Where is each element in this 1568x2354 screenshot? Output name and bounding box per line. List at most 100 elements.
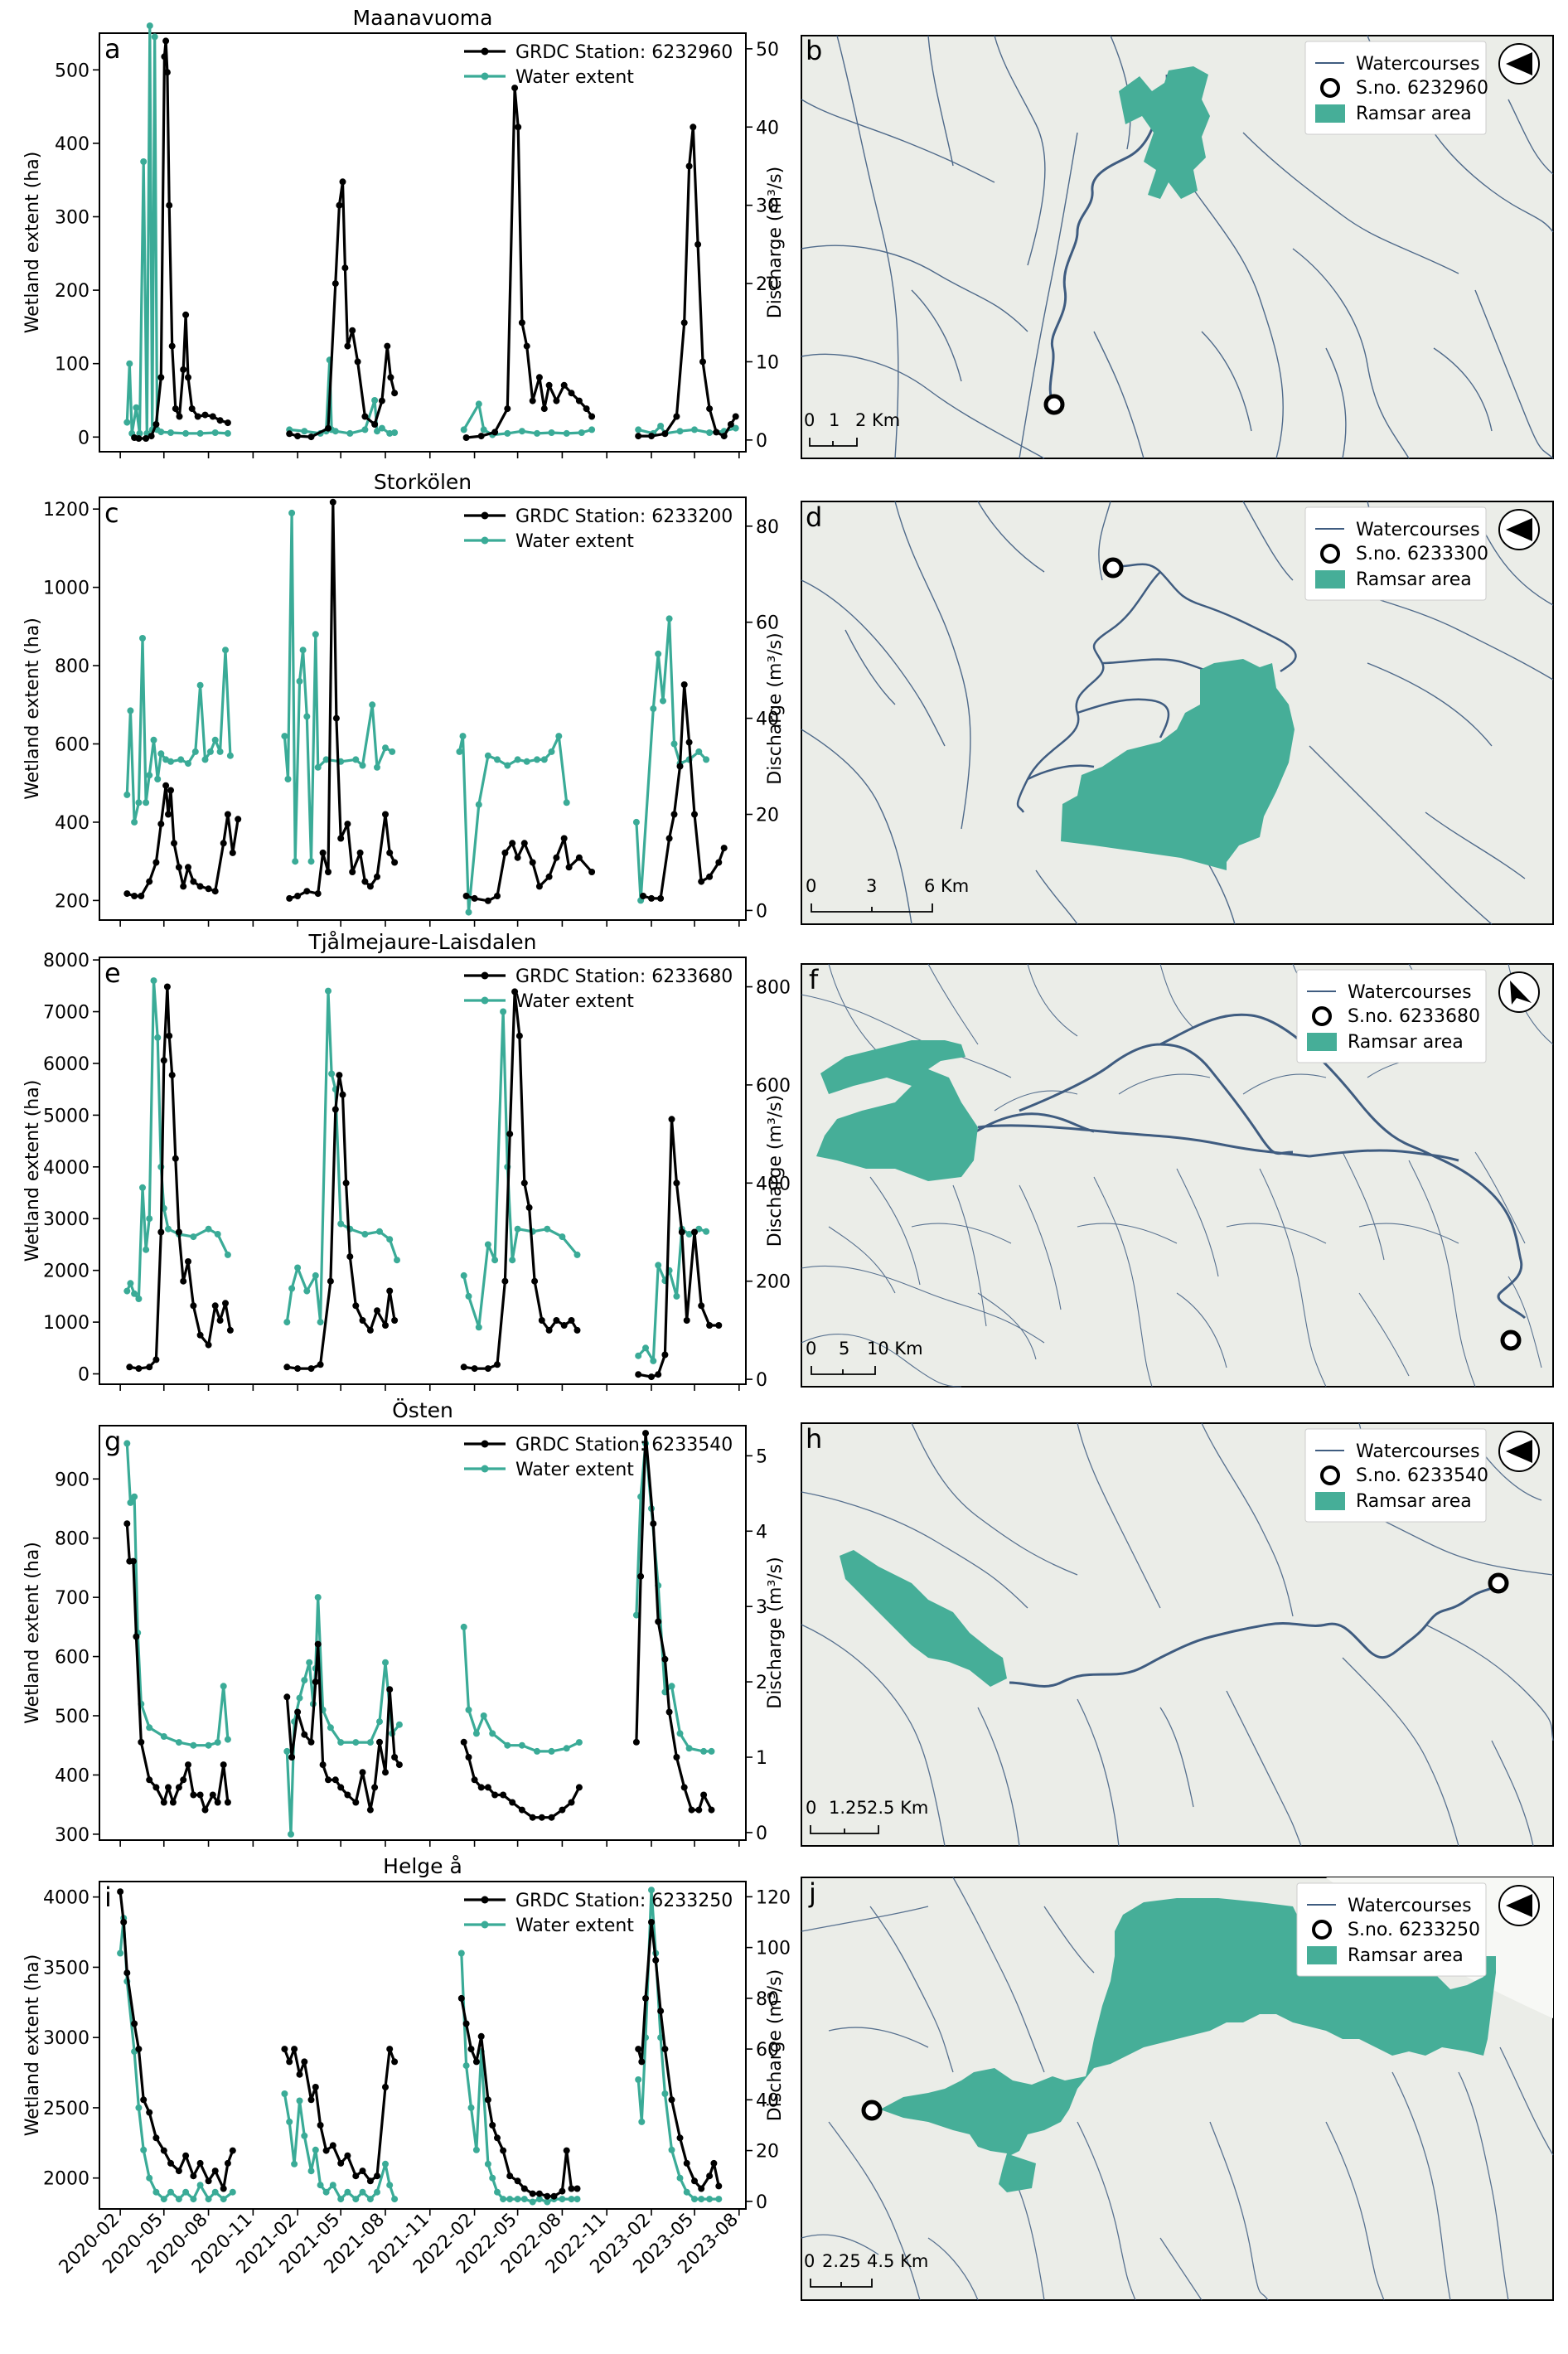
chart-a-ytick-right-label: 0	[756, 431, 767, 452]
series-line	[129, 985, 232, 1370]
series-line	[460, 1953, 578, 2204]
data-point	[691, 2177, 698, 2185]
map-j-legend: Watercourses S.no. 6233250 Ramsar area	[1296, 1882, 1487, 1977]
map-b-scalebar: 0 1 2 Km	[804, 410, 900, 447]
data-point	[129, 1557, 137, 1565]
chart-e-ytick-right-label: 200	[756, 1272, 791, 1293]
data-point	[175, 1784, 182, 1791]
data-point	[151, 33, 158, 41]
chart-c-panel-label: c	[104, 497, 119, 529]
data-point	[374, 873, 380, 880]
data-point	[182, 2188, 190, 2196]
chart-g-ylabel: Wetland extent (ha)	[22, 1542, 43, 1724]
data-point	[281, 2090, 288, 2097]
data-point	[220, 1761, 227, 1769]
data-point	[157, 374, 165, 381]
data-point	[344, 821, 351, 828]
data-point	[190, 2196, 197, 2203]
data-point	[706, 429, 714, 436]
data-point	[160, 2196, 167, 2203]
data-point	[205, 885, 212, 893]
data-point	[317, 1319, 324, 1326]
data-point	[167, 787, 174, 794]
map-d: Watercourses S.no. 6233300 Ramsar area 0…	[801, 501, 1554, 925]
data-point	[296, 1694, 303, 1702]
data-point	[673, 1179, 680, 1187]
map-f-scale-0: 0	[806, 1339, 816, 1359]
data-point	[182, 2152, 190, 2159]
data-point	[648, 433, 655, 440]
chart-e-ytick-right-label: 800	[756, 978, 791, 999]
map-d-legend-watercourses: Watercourses	[1356, 520, 1480, 540]
chart-a-ytick-right-label: 10	[756, 352, 779, 373]
map-d-scale-1: 3	[866, 876, 877, 896]
data-point	[706, 1322, 714, 1329]
chart-e-ytick-label: 6000	[43, 1054, 90, 1075]
map-b-panel-label: b	[806, 35, 822, 66]
data-point	[374, 763, 380, 771]
data-point	[312, 2084, 319, 2090]
data-point	[691, 426, 698, 434]
data-point	[123, 1287, 131, 1295]
data-point	[133, 404, 140, 411]
data-point	[648, 1887, 655, 1894]
data-point	[341, 264, 349, 272]
data-point	[220, 2185, 227, 2192]
data-point	[294, 1365, 302, 1373]
data-point	[494, 2134, 501, 2142]
data-point	[506, 2172, 514, 2180]
data-point	[685, 739, 693, 746]
data-point	[296, 677, 303, 685]
data-point	[361, 878, 369, 885]
data-point	[462, 2020, 470, 2027]
data-point	[708, 1747, 715, 1755]
data-point	[515, 124, 522, 131]
data-point	[462, 2062, 470, 2070]
data-point	[694, 240, 702, 248]
data-point	[332, 280, 339, 288]
data-point	[322, 2147, 330, 2154]
map-b-legend: Watercourses S.no. 6232960 Ramsar area	[1304, 41, 1488, 135]
data-point	[205, 2177, 212, 2185]
data-point	[378, 424, 385, 432]
data-point	[382, 2160, 389, 2168]
chart-c-ytick-right-label: 40	[756, 710, 779, 730]
data-point	[349, 327, 356, 334]
data-point	[281, 2046, 288, 2053]
data-point	[314, 1640, 322, 1648]
data-point	[555, 733, 563, 740]
chart-i-panel-label: i	[104, 1882, 112, 1913]
data-point	[301, 2058, 308, 2066]
data-point	[494, 2188, 501, 2196]
chart-i-frame	[99, 1881, 747, 2210]
data-point	[131, 2020, 138, 2027]
data-point	[460, 1738, 467, 1746]
data-point	[515, 1032, 523, 1039]
data-point	[307, 2168, 315, 2175]
data-point	[165, 811, 172, 818]
data-point	[683, 2188, 690, 2196]
data-point	[366, 883, 374, 890]
data-point	[167, 2188, 174, 2196]
data-point	[152, 2134, 160, 2142]
map-h-scale-2: 2.5 Km	[867, 1798, 928, 1818]
data-point	[168, 342, 176, 350]
data-point	[160, 1799, 167, 1806]
data-point	[281, 733, 288, 740]
data-point	[196, 2182, 204, 2189]
data-point	[655, 1371, 662, 1378]
data-point	[327, 1277, 334, 1285]
data-point	[167, 2159, 174, 2167]
data-point	[395, 1721, 403, 1728]
data-point	[286, 2058, 293, 2066]
data-point	[520, 1179, 528, 1187]
series-line	[285, 1643, 401, 1812]
data-point	[201, 411, 209, 419]
data-point	[314, 890, 322, 898]
map-j-scale-0: 0	[804, 2251, 815, 2271]
data-point	[520, 2196, 528, 2203]
chart-i-ytick-right-label: 0	[756, 2192, 767, 2213]
data-point	[650, 1520, 657, 1528]
legend-marker	[481, 511, 489, 520]
data-point	[465, 1754, 472, 1761]
